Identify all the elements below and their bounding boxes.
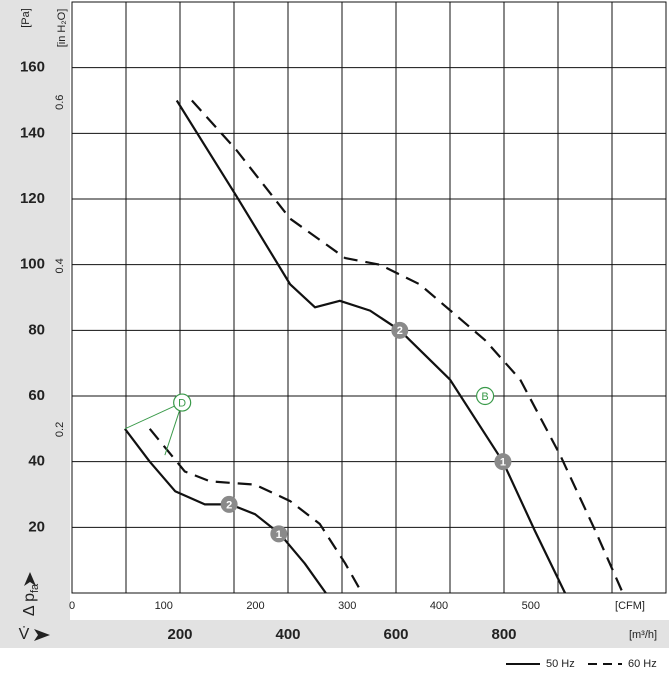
x2-tick-label: 400 (430, 600, 448, 612)
y2-tick-label: 0.2 (54, 422, 66, 437)
callout-leader (124, 402, 183, 430)
legend-label: 60 Hz (628, 658, 657, 670)
callout-leader (164, 402, 183, 456)
y-label-sub: fa (29, 583, 41, 593)
plot-border (71, 1, 667, 594)
x2-tick-label: 200 (246, 600, 264, 612)
y-tick-label: 60 (28, 387, 45, 404)
legend-label: 50 Hz (546, 658, 575, 670)
x2-tick-label: 300 (338, 600, 356, 612)
operating-point-label: 1 (500, 457, 506, 469)
y-tick-label: 20 (28, 518, 45, 535)
x-label: V̇ (19, 625, 30, 643)
y-tick-label: 40 (28, 453, 45, 470)
operating-point-label: 2 (226, 499, 232, 511)
x2-unit: [CFM] (615, 600, 645, 612)
operating-point-label: 1 (276, 529, 282, 541)
y2-unit: [in H₂O] (56, 9, 68, 48)
callout (173, 393, 192, 412)
operating-point (220, 495, 238, 513)
operating-point (391, 321, 409, 339)
x-arrow (34, 629, 50, 641)
operating-point (270, 525, 288, 543)
curve (148, 428, 363, 594)
y-tick-label: 140 (20, 124, 45, 141)
y-unit: [Pa] (20, 8, 32, 28)
x2-tick-label: 500 (522, 600, 540, 612)
curve (191, 99, 624, 594)
y-tick-label: 100 (20, 256, 45, 273)
callout-label: B (481, 391, 488, 403)
x-tick-label: 600 (383, 626, 408, 643)
callout-label: D (178, 397, 186, 409)
x2-tick-label: 0 (69, 600, 75, 612)
x-unit: [m³/h] (629, 629, 657, 641)
operating-point-label: 2 (397, 325, 403, 337)
callout (476, 386, 495, 406)
y-tick-label: 80 (28, 321, 45, 338)
x-tick-label: 800 (491, 626, 516, 643)
y-label: Δ pfa (21, 583, 41, 616)
operating-point (494, 453, 512, 471)
x-axis-panel (0, 620, 669, 648)
y-label-main: Δ pfa (21, 583, 41, 616)
x2-tick-label: 100 (155, 600, 173, 612)
y-axis-panel (0, 0, 70, 620)
y-tick-label: 160 (20, 59, 45, 76)
y2-tick-label: 0.6 (54, 95, 66, 110)
y-label-text: Δ p (21, 593, 38, 616)
x-tick-label: 400 (275, 626, 300, 643)
x-tick-label: 200 (167, 626, 192, 643)
y-tick-label: 120 (20, 190, 45, 207)
y-arrow (24, 572, 36, 586)
y2-tick-label: 0.4 (54, 258, 66, 273)
curve (175, 99, 567, 594)
